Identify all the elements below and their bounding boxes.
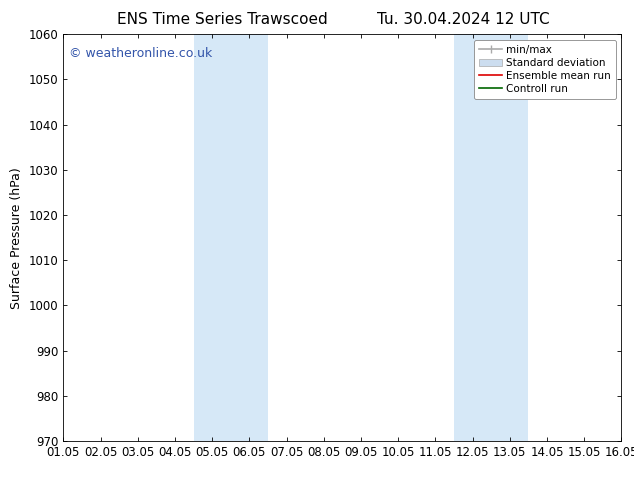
- Legend: min/max, Standard deviation, Ensemble mean run, Controll run: min/max, Standard deviation, Ensemble me…: [474, 40, 616, 99]
- Text: ENS Time Series Trawscoed: ENS Time Series Trawscoed: [117, 12, 327, 27]
- Text: © weatheronline.co.uk: © weatheronline.co.uk: [69, 47, 212, 59]
- Bar: [454, 34, 528, 441]
- Y-axis label: Surface Pressure (hPa): Surface Pressure (hPa): [10, 167, 23, 309]
- Text: Tu. 30.04.2024 12 UTC: Tu. 30.04.2024 12 UTC: [377, 12, 549, 27]
- Bar: [193, 34, 268, 441]
